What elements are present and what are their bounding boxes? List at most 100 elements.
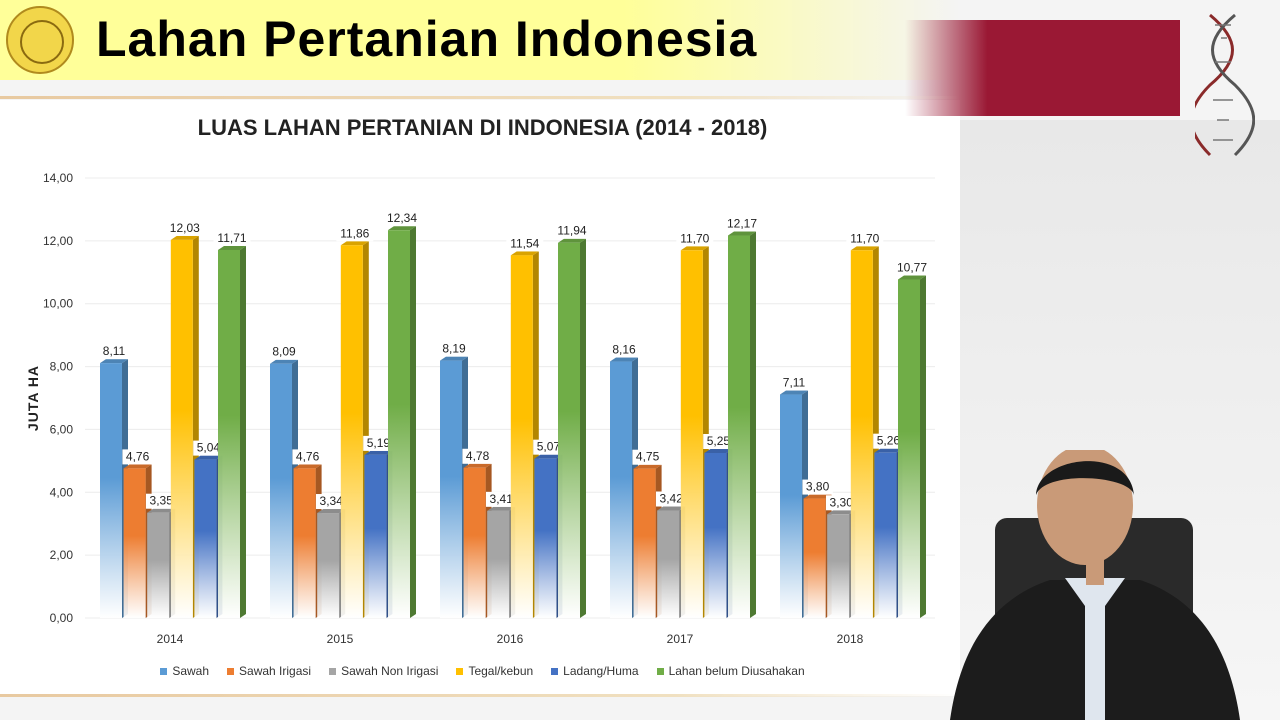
presenter-video-icon [950, 450, 1240, 720]
data-label: 3,42 [660, 492, 684, 506]
bar-top [633, 464, 662, 469]
bar [803, 498, 826, 618]
data-label-bg [553, 223, 591, 239]
data-label-bg [723, 216, 761, 232]
bar-chart: 0,00 2,00 4,00 6,00 8,00 10,00 12,00 14,00 JUTA … [25, 171, 935, 646]
bar [463, 467, 486, 618]
data-label-bg [873, 433, 904, 449]
data-label-bg [166, 220, 204, 236]
bar [728, 235, 750, 618]
x-tick-label: 2014 [157, 632, 184, 646]
y-tick-label: 2,00 [50, 548, 74, 562]
data-label: 4,75 [636, 450, 660, 464]
bar-side [750, 231, 756, 618]
bar-top [780, 390, 808, 395]
bar-side [240, 245, 246, 618]
data-label: 10,77 [897, 261, 927, 275]
legend-swatch [160, 667, 168, 675]
bar-top [440, 356, 468, 361]
data-label-bg [893, 260, 931, 276]
y-axis-label: JUTA HA [25, 365, 41, 431]
data-label-bg [676, 231, 714, 247]
data-label: 8,19 [442, 342, 466, 356]
header-divider [0, 96, 960, 99]
legend-label: Sawah [172, 664, 210, 678]
bar-top [100, 359, 128, 364]
bar-top [463, 463, 492, 468]
data-label: 5,04 [197, 441, 221, 455]
bar-top [293, 464, 322, 469]
bar [293, 468, 316, 618]
bar [780, 394, 802, 618]
bar-top [364, 450, 393, 455]
data-label: 11,70 [680, 231, 709, 245]
bar-top [704, 449, 733, 453]
data-label-bg [438, 341, 470, 357]
bar-top [850, 246, 879, 251]
data-label-bg [608, 342, 640, 358]
data-label-bg [778, 375, 810, 391]
data-label-bg [98, 344, 130, 360]
page-title: Lahan Pertanian Indonesia [96, 11, 758, 67]
bar-top [728, 231, 756, 236]
data-label: 5,26 [877, 434, 901, 448]
data-label: 3,41 [490, 492, 514, 506]
legend-swatch [329, 667, 337, 675]
bar-top [123, 464, 152, 469]
legend-item: Sawah Irigasi [227, 664, 311, 678]
data-label-bg [363, 435, 394, 451]
data-label-bg [802, 479, 833, 495]
bar [657, 510, 680, 618]
data-label-bg [703, 434, 734, 449]
bar-top [803, 494, 832, 499]
bar [850, 250, 873, 618]
bar [534, 458, 557, 618]
bar [558, 242, 580, 618]
legend-label: Tegal/kebun [468, 664, 534, 678]
legend-swatch [456, 667, 464, 675]
data-label-bg [846, 231, 884, 247]
data-label-bg [146, 493, 177, 509]
data-label: 8,16 [612, 343, 636, 357]
legend-label: Ladang/Huma [563, 664, 639, 678]
bar-top [610, 357, 638, 362]
data-label: 12,17 [727, 217, 757, 231]
bar [340, 245, 363, 618]
bar [610, 361, 632, 618]
bar-top [270, 359, 298, 364]
footer-divider [0, 694, 960, 697]
legend-label: Sawah Irigasi [239, 664, 312, 678]
data-label: 12,34 [387, 211, 417, 225]
data-label: 8,09 [272, 345, 296, 359]
legend-label: Sawah Non Irigasi [341, 664, 439, 678]
data-label: 11,54 [510, 236, 539, 250]
bar-side [920, 275, 926, 618]
data-label: 11,71 [217, 231, 246, 245]
data-label-bg [336, 226, 374, 242]
data-label: 7,11 [783, 376, 806, 390]
bar-top [147, 508, 176, 513]
data-label: 5,19 [367, 436, 391, 450]
x-tick-label: 2016 [497, 632, 524, 646]
bar [218, 249, 240, 618]
data-label-bg [268, 344, 300, 360]
bar-top [874, 448, 903, 453]
accent-panel [905, 20, 1180, 116]
legend-item: Sawah [160, 664, 209, 678]
bar-top [218, 245, 246, 250]
bar-top [170, 235, 199, 240]
legend-item: Sawah Non Irigasi [329, 664, 438, 678]
bar-top [898, 275, 926, 280]
bar [827, 514, 850, 618]
bar [704, 453, 727, 618]
bar-side [410, 226, 416, 618]
bar-top [487, 506, 516, 511]
bar [874, 452, 897, 618]
dna-helix-icon [1195, 13, 1255, 157]
y-tick-label: 6,00 [50, 422, 74, 436]
y-tick-label: 8,00 [50, 360, 74, 374]
bar [510, 255, 533, 619]
x-tick-label: 2018 [837, 632, 864, 646]
data-label: 4,76 [296, 449, 320, 463]
legend-swatch [227, 667, 235, 675]
